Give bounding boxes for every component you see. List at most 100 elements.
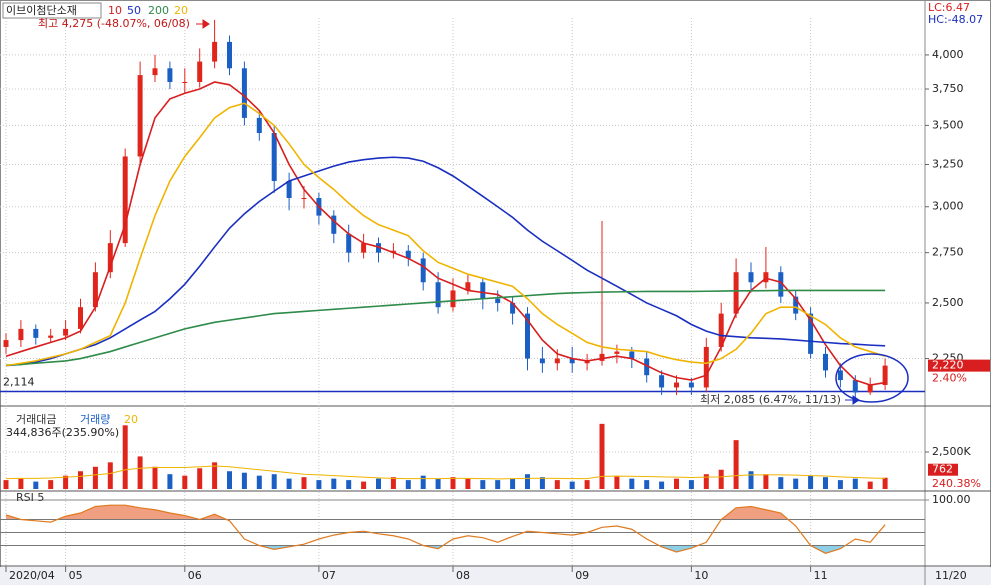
- ma-line: [5, 289, 886, 366]
- candle-body: [525, 313, 530, 359]
- volume-bar: [823, 477, 828, 489]
- candle-body: [227, 41, 232, 69]
- x-tick-label: 09: [575, 569, 589, 582]
- candle-body: [390, 250, 396, 253]
- candle-body: [763, 272, 769, 283]
- annotation-ellipse: [835, 353, 909, 403]
- candle-body: [465, 282, 471, 291]
- change-label: 2.40%: [932, 372, 967, 385]
- x-tick-label: 06: [188, 569, 202, 582]
- volume-bar: [3, 480, 9, 489]
- candle-body: [599, 353, 605, 361]
- candle-body: [539, 358, 545, 364]
- volume-bar: [92, 466, 98, 489]
- volume-bar: [763, 474, 769, 489]
- candle-body: [33, 328, 39, 338]
- lc-label: LC:6.47: [928, 1, 970, 14]
- volume-bar: [584, 480, 590, 489]
- volume-bar: [78, 471, 83, 489]
- candle-body: [271, 132, 277, 181]
- chart-title: 이브이첨단소재: [6, 4, 77, 17]
- x-tick-label: 2020/04: [9, 569, 55, 582]
- volume-bar: [733, 440, 739, 489]
- legend-entry: 200: [148, 4, 169, 17]
- volume-bar: [659, 481, 665, 489]
- volume-bar: [361, 481, 367, 489]
- volume-bar: [539, 477, 545, 489]
- volume-bar: [33, 481, 39, 489]
- volume-bar: [882, 477, 888, 489]
- y-tick-label: 3,750: [932, 82, 964, 95]
- candle-body: [286, 180, 292, 199]
- candle-body: [405, 250, 411, 259]
- candle-body: [137, 75, 143, 157]
- y-tick-label: 3,500: [932, 118, 964, 131]
- low-label: 최저 2,085 (6.47%, 11/13): [700, 393, 841, 406]
- volume-bar: [748, 471, 754, 489]
- high-label: 최고 4,275 (-48.07%, 06/08): [38, 17, 190, 30]
- candle-body: [644, 358, 650, 376]
- volume-bar: [376, 478, 381, 489]
- marks: 2020/04 05 06 07 08 09 10 112,2502,5002,7503,00…: [0, 18, 990, 582]
- x-tick-label: 10: [694, 569, 708, 582]
- volume-bar: [271, 474, 277, 489]
- volume-title: 거래대금: [16, 413, 56, 426]
- candle-body: [584, 360, 590, 364]
- ma-line: [5, 102, 886, 367]
- legend-entry: 10: [108, 4, 122, 17]
- volume-bar: [346, 480, 352, 489]
- candle-body: [748, 272, 754, 283]
- volume-bar: [644, 480, 650, 489]
- volume-bar: [212, 462, 218, 489]
- candle-body: [301, 198, 307, 200]
- candle-body: [718, 313, 724, 347]
- candle-body: [554, 358, 560, 364]
- candle-body: [48, 335, 54, 338]
- legend-entry: 20: [174, 4, 188, 17]
- volume-bar: [525, 474, 530, 489]
- candle-body: [510, 302, 516, 314]
- volume-bar: [510, 478, 516, 489]
- date-label: 11/20: [935, 569, 967, 582]
- volume-bar: [420, 475, 426, 489]
- candle-body: [376, 243, 381, 253]
- price-tag: [928, 359, 990, 372]
- candle-body: [703, 346, 709, 388]
- candle-body: [867, 384, 873, 393]
- candle-body: [18, 328, 24, 341]
- candle-body: [793, 296, 799, 314]
- candle-body: [256, 117, 262, 133]
- volume-bar: [390, 477, 396, 489]
- volume-bar: [465, 478, 471, 489]
- candle-body: [107, 243, 113, 273]
- candle-body: [63, 328, 69, 336]
- volume-subtitle: 344,836주(235.90%): [6, 426, 119, 439]
- x-tick-label: 08: [456, 569, 470, 582]
- ma-line: [5, 156, 886, 367]
- candle-body: [882, 365, 888, 385]
- candle-body: [152, 68, 158, 76]
- volume-bar: [167, 474, 173, 489]
- candle-body: [450, 290, 456, 308]
- volume-bar: [778, 477, 784, 489]
- volume-bar: [286, 478, 292, 489]
- last-price-label: 2,220: [932, 359, 964, 372]
- volume-bar: [614, 475, 620, 489]
- volume-bar: [599, 423, 605, 489]
- candle-body: [808, 313, 814, 354]
- candle-body: [197, 61, 203, 83]
- volume-bar: [241, 472, 247, 489]
- candle-body: [420, 258, 426, 283]
- volume-bar: [435, 478, 441, 489]
- rsi-lower-fill: [6, 545, 886, 554]
- candle-body: [435, 282, 441, 308]
- candle-body: [778, 272, 784, 297]
- volume-bar: [837, 480, 843, 489]
- candle-body: [852, 380, 858, 393]
- volume-bar: [316, 480, 322, 489]
- y-tick-label: 4,000: [932, 48, 964, 61]
- candle-body: [629, 351, 635, 359]
- last-volume-label: 762: [932, 463, 953, 476]
